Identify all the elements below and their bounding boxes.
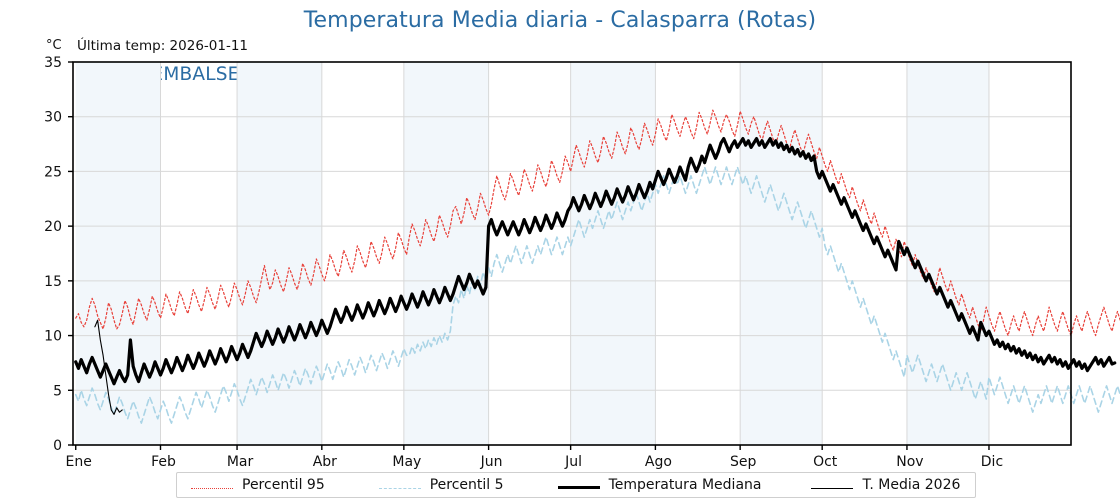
series-line-3 <box>94 319 123 415</box>
y-axis-tick-label: 35 <box>44 55 62 71</box>
last-temp-label: Última temp: 2026-01-11 <box>77 38 249 54</box>
y-axis-tick-label: 20 <box>44 219 62 235</box>
legend-swatch-p95-icon <box>191 487 233 489</box>
x-axis-tick-label: Nov <box>896 454 923 470</box>
chart-legend: Percentil 95 Percentil 5 Temperatura Med… <box>176 472 976 498</box>
x-axis-tick-label: Jun <box>480 454 503 470</box>
legend-label-percentil-95: Percentil 95 <box>242 477 325 493</box>
x-axis-tick-label: May <box>392 454 421 470</box>
plot-frame <box>72 61 1072 446</box>
legend-label-t-media-2026: T. Media 2026 <box>862 477 961 493</box>
chart-title: Temperatura Media diaria - Calasparra (R… <box>303 8 817 33</box>
y-axis-tick-label: 0 <box>53 438 62 454</box>
x-axis-tick-label: Feb <box>151 454 176 470</box>
legend-item-percentil-95[interactable]: Percentil 95 <box>191 473 325 497</box>
y-axis-tick-label: 30 <box>44 110 62 126</box>
legend-item-t-media-2026[interactable]: T. Media 2026 <box>811 473 960 497</box>
x-axis-tick-label: Mar <box>227 454 254 470</box>
legend-label-percentil-5: Percentil 5 <box>429 477 504 493</box>
legend-swatch-median-icon <box>557 486 600 489</box>
month-band <box>906 62 989 445</box>
x-axis-tick-label: Dic <box>981 454 1003 470</box>
y-axis-tick-label: 15 <box>44 274 62 290</box>
x-axis-tick-label: Ene <box>66 454 92 470</box>
y-axis-tick-label: 5 <box>53 383 62 399</box>
legend-swatch-current-year-icon <box>811 487 854 489</box>
x-axis-tick-label: Sep <box>730 454 757 470</box>
month-band <box>570 62 656 445</box>
month-band <box>403 62 489 445</box>
legend-label-temperatura-mediana: Temperatura Mediana <box>608 477 762 493</box>
month-band <box>75 62 161 445</box>
series-line-1 <box>74 166 1120 424</box>
month-band <box>740 62 823 445</box>
y-axis-tick-label: 25 <box>44 164 62 180</box>
legend-swatch-p5-icon <box>378 487 421 489</box>
x-axis-tick-label: Abr <box>313 454 337 470</box>
series-line-2 <box>74 137 1117 386</box>
x-axis-tick-label: Jul <box>564 454 582 470</box>
y-axis-tick-label: 10 <box>44 329 62 345</box>
x-axis-tick-label: Oct <box>813 454 838 470</box>
legend-item-temperatura-mediana[interactable]: Temperatura Mediana <box>557 473 762 497</box>
y-axis-unit-label: °C <box>46 38 62 53</box>
x-axis-tick-label: Ago <box>645 454 672 470</box>
series-line-0 <box>75 109 1120 337</box>
legend-item-percentil-5[interactable]: Percentil 5 <box>378 473 504 497</box>
